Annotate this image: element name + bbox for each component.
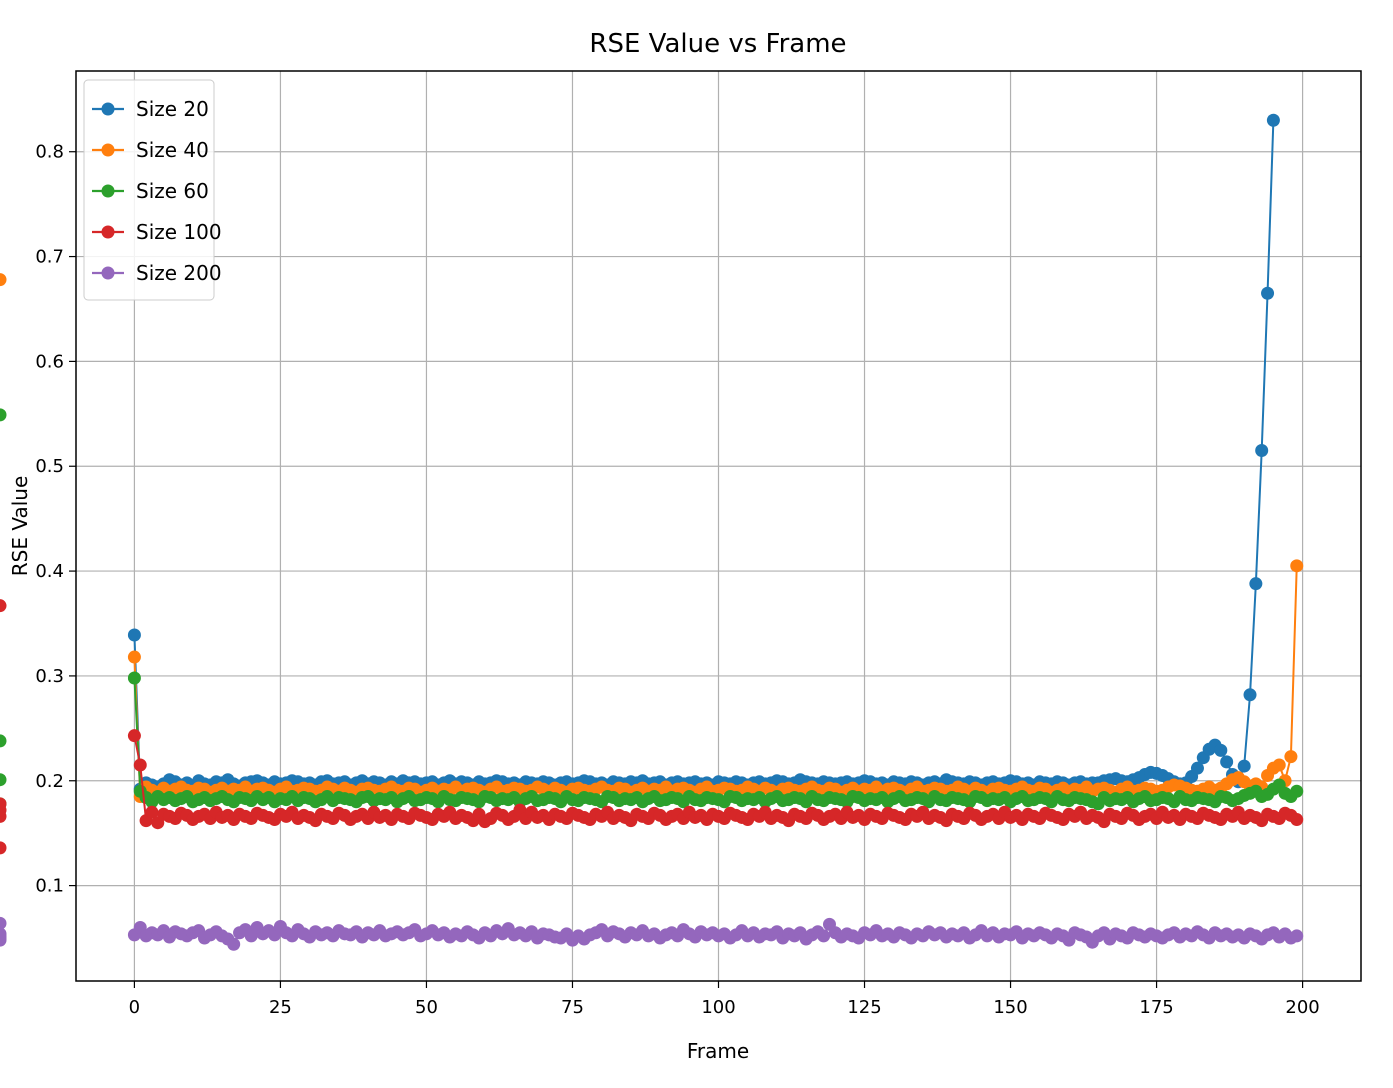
legend-swatch-marker xyxy=(101,225,115,239)
x-axis-label: Frame xyxy=(687,1039,749,1063)
x-tick-label: 0 xyxy=(129,997,140,1018)
legend-label: Size 200 xyxy=(136,261,222,285)
series-layer xyxy=(0,113,1304,951)
y-tick-label: 0.8 xyxy=(35,142,64,163)
data-point xyxy=(1214,743,1228,757)
legend-swatch-marker xyxy=(101,266,115,280)
data-point xyxy=(817,929,831,943)
data-point xyxy=(1261,286,1275,300)
data-point xyxy=(0,773,7,787)
data-point xyxy=(1249,577,1263,591)
data-point xyxy=(0,931,7,945)
series-size-100 xyxy=(0,599,1304,855)
data-point xyxy=(0,803,7,817)
legend-label: Size 40 xyxy=(136,138,209,162)
data-point xyxy=(1290,559,1304,573)
y-tick-label: 0.7 xyxy=(35,247,64,268)
x-tick-label: 50 xyxy=(415,997,438,1018)
data-point xyxy=(0,916,7,930)
legend-item: Size 20 xyxy=(92,97,209,121)
data-point xyxy=(227,937,241,951)
data-point xyxy=(127,650,141,664)
y-tick-label: 0.5 xyxy=(35,456,64,477)
legend-item: Size 100 xyxy=(92,220,222,244)
data-point xyxy=(0,273,7,287)
data-point xyxy=(1272,758,1286,772)
data-point xyxy=(0,841,7,855)
data-point xyxy=(1284,750,1298,764)
data-point xyxy=(1266,113,1280,127)
data-point xyxy=(1290,813,1304,827)
legend-label: Size 60 xyxy=(136,179,209,203)
series-size-200 xyxy=(0,916,1304,951)
data-point xyxy=(133,758,147,772)
legend-label: Size 100 xyxy=(136,220,222,244)
legend-swatch-marker xyxy=(101,184,115,198)
data-point xyxy=(0,599,7,613)
data-point xyxy=(145,805,159,819)
data-point xyxy=(0,408,7,422)
legend-box xyxy=(83,79,215,301)
data-point xyxy=(1290,929,1304,943)
series-size-60 xyxy=(0,408,1304,811)
legend-swatch-marker xyxy=(101,102,115,116)
axis-ticks: 0 25 50 75 100 125 150 175 200 0.1 0.2 0.3 0.4 0.5 0.6… xyxy=(35,142,1319,1018)
x-tick-label: 150 xyxy=(993,997,1027,1018)
data-point xyxy=(127,671,141,685)
legend: Size 20 Size 40 Size 60 Size 100 Size 200 xyxy=(83,79,222,301)
data-point xyxy=(1243,688,1257,702)
x-tick-label: 25 xyxy=(269,997,292,1018)
y-tick-label: 0.6 xyxy=(35,351,64,372)
legend-item: Size 40 xyxy=(92,138,209,162)
chart-title: RSE Value vs Frame xyxy=(589,29,846,59)
x-tick-label: 75 xyxy=(561,997,584,1018)
x-tick-label: 200 xyxy=(1285,997,1319,1018)
data-point xyxy=(1220,755,1234,769)
legend-label: Size 20 xyxy=(136,97,209,121)
data-point xyxy=(1237,759,1251,773)
y-axis-label: RSE Value xyxy=(8,476,32,577)
y-tick-label: 0.2 xyxy=(35,771,64,792)
y-tick-label: 0.4 xyxy=(35,561,64,582)
data-point xyxy=(1190,761,1204,775)
legend-item: Size 200 xyxy=(92,261,222,285)
data-point xyxy=(1255,444,1269,458)
data-point xyxy=(0,734,7,748)
data-point xyxy=(127,628,141,642)
x-tick-label: 100 xyxy=(701,997,735,1018)
y-tick-label: 0.3 xyxy=(35,666,64,687)
legend-item: Size 60 xyxy=(92,179,209,203)
data-point xyxy=(127,729,141,743)
x-tick-label: 175 xyxy=(1139,997,1173,1018)
data-point xyxy=(1290,784,1304,798)
legend-swatch-marker xyxy=(101,143,115,157)
y-tick-label: 0.1 xyxy=(35,876,64,897)
x-tick-label: 125 xyxy=(847,997,881,1018)
